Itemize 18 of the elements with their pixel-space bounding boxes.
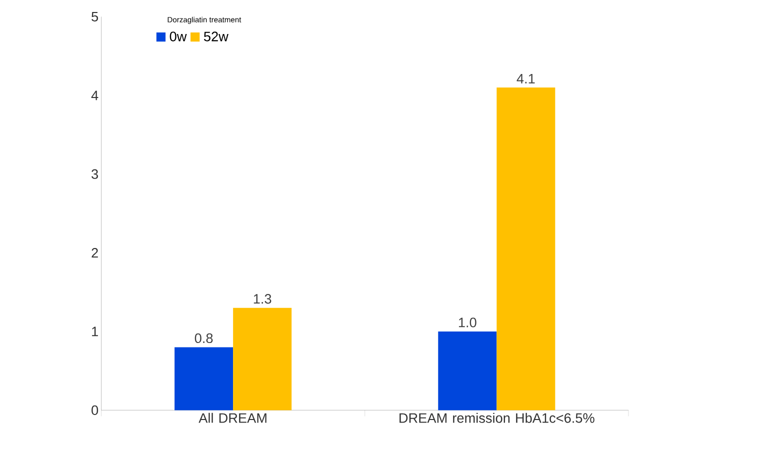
y-tick-label: 0: [92, 405, 98, 416]
legend-label: 0w: [170, 32, 187, 42]
y-tick-label: 2: [92, 248, 98, 258]
data-label: 0.8: [194, 333, 213, 344]
legend-label: 52w: [204, 32, 228, 42]
y-tick-label: 3: [92, 169, 98, 179]
y-tick-label: 4: [91, 90, 98, 100]
bar: [496, 88, 556, 410]
bar: [174, 347, 234, 410]
x-tick-label: All DREAM: [198, 412, 266, 423]
bar: [233, 308, 292, 410]
bar: [438, 331, 497, 410]
y-tick-label: 5: [92, 12, 98, 22]
data-label: 1.3: [254, 294, 272, 304]
x-tick-label: DREAM remission HbA1c<6.5%: [400, 412, 594, 423]
data-label: 4.1: [516, 74, 535, 84]
data-label: 1.0: [458, 318, 476, 328]
y-tick-label: 1: [92, 326, 98, 336]
